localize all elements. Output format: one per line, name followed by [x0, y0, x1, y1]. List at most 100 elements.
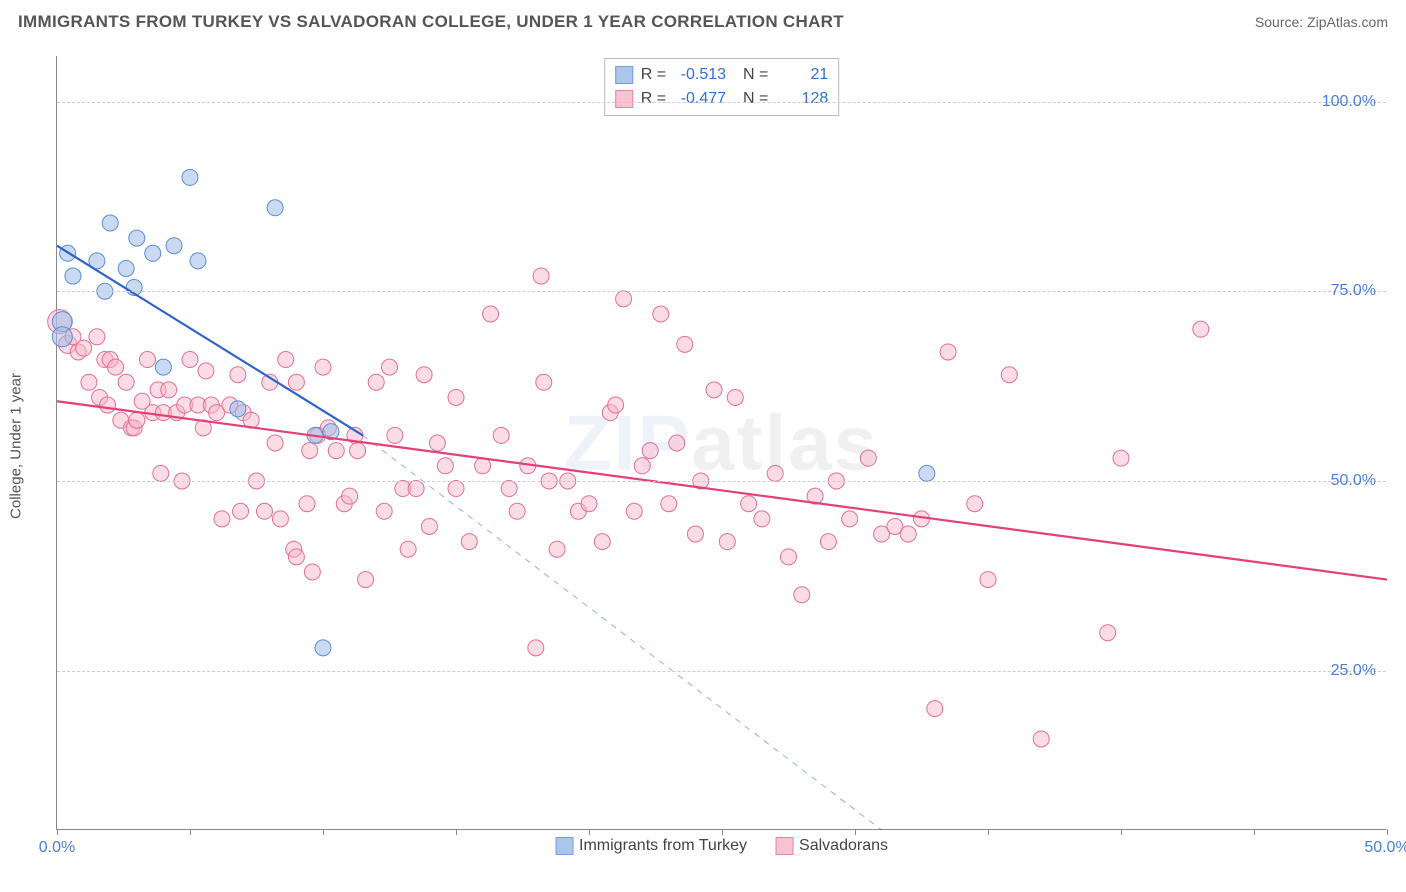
scatter-point-salvadoran: [820, 534, 836, 550]
n-value-turkey: 21: [774, 63, 828, 87]
scatter-point-salvadoran: [382, 359, 398, 375]
x-tick: [190, 829, 191, 835]
scatter-point-salvadoran: [594, 534, 610, 550]
scatter-point-salvadoran: [719, 534, 735, 550]
r-value-salvadoran: -0.477: [672, 87, 726, 111]
scatter-point-salvadoran: [214, 511, 230, 527]
scatter-point-salvadoran: [304, 564, 320, 580]
x-tick: [1387, 829, 1388, 835]
scatter-point-salvadoran: [626, 503, 642, 519]
scatter-point-salvadoran: [387, 427, 403, 443]
bottom-legend: Immigrants from Turkey Salvadorans: [555, 837, 888, 855]
chart-source: Source: ZipAtlas.com: [1255, 14, 1388, 30]
scatter-point-salvadoran: [528, 640, 544, 656]
scatter-point-salvadoran: [416, 367, 432, 383]
scatter-point-salvadoran: [448, 389, 464, 405]
scatter-point-salvadoran: [741, 496, 757, 512]
swatch-salvadoran: [615, 90, 633, 108]
scatter-point-turkey: [315, 640, 331, 656]
scatter-point-salvadoran: [153, 465, 169, 481]
gridline: [57, 291, 1386, 292]
scatter-point-salvadoran: [677, 336, 693, 352]
scatter-point-turkey: [182, 169, 198, 185]
scatter-point-salvadoran: [429, 435, 445, 451]
scatter-point-salvadoran: [842, 511, 858, 527]
r-label: R =: [641, 63, 666, 87]
scatter-point-turkey: [145, 245, 161, 261]
scatter-point-salvadoran: [288, 374, 304, 390]
r-value-turkey: -0.513: [672, 63, 726, 87]
scatter-point-salvadoran: [376, 503, 392, 519]
x-tick: [1121, 829, 1122, 835]
scatter-point-turkey: [267, 200, 283, 216]
legend-label-turkey: Immigrants from Turkey: [579, 837, 747, 855]
scatter-point-turkey: [52, 327, 72, 347]
x-tick: [1254, 829, 1255, 835]
scatter-point-turkey: [65, 268, 81, 284]
scatter-point-salvadoran: [860, 450, 876, 466]
scatter-point-salvadoran: [81, 374, 97, 390]
gridline: [57, 102, 1386, 103]
n-label: N =: [734, 63, 768, 87]
x-tick: [57, 829, 58, 835]
scatter-point-salvadoran: [129, 412, 145, 428]
x-tick: [589, 829, 590, 835]
scatter-point-salvadoran: [118, 374, 134, 390]
scatter-point-salvadoran: [315, 359, 331, 375]
scatter-point-salvadoran: [437, 458, 453, 474]
scatter-point-salvadoran: [182, 352, 198, 368]
scatter-point-salvadoran: [754, 511, 770, 527]
n-value-salvadoran: 128: [774, 87, 828, 111]
source-prefix: Source:: [1255, 14, 1307, 30]
scatter-point-salvadoran: [549, 541, 565, 557]
scatter-point-salvadoran: [350, 443, 366, 459]
scatter-point-salvadoran: [421, 518, 437, 534]
scatter-point-salvadoran: [198, 363, 214, 379]
scatter-point-salvadoran: [794, 587, 810, 603]
scatter-point-salvadoran: [687, 526, 703, 542]
scatter-point-salvadoran: [706, 382, 722, 398]
scatter-point-salvadoran: [727, 389, 743, 405]
scatter-point-salvadoran: [76, 340, 92, 356]
legend-item-turkey: Immigrants from Turkey: [555, 837, 747, 855]
scatter-point-salvadoran: [483, 306, 499, 322]
gridline: [57, 671, 1386, 672]
r-label: R =: [641, 87, 666, 111]
scatter-point-salvadoran: [302, 443, 318, 459]
scatter-point-turkey: [102, 215, 118, 231]
scatter-point-salvadoran: [256, 503, 272, 519]
scatter-point-salvadoran: [781, 549, 797, 565]
scatter-point-salvadoran: [448, 481, 464, 497]
scatter-point-salvadoran: [358, 572, 374, 588]
scatter-point-turkey: [166, 238, 182, 254]
scatter-point-salvadoran: [1113, 450, 1129, 466]
scatter-point-turkey: [919, 465, 935, 481]
scatter-point-salvadoran: [642, 443, 658, 459]
scatter-point-salvadoran: [272, 511, 288, 527]
scatter-point-salvadoran: [608, 397, 624, 413]
y-tick-label: 100.0%: [1322, 93, 1376, 111]
x-tick: [456, 829, 457, 835]
stats-row-salvadoran: R = -0.477 N = 128: [615, 87, 829, 111]
scatter-point-turkey: [230, 401, 246, 417]
scatter-point-salvadoran: [408, 481, 424, 497]
trend-line-dashed-turkey: [363, 435, 882, 830]
scatter-point-turkey: [129, 230, 145, 246]
scatter-point-salvadoran: [1193, 321, 1209, 337]
scatter-point-salvadoran: [980, 572, 996, 588]
scatter-point-salvadoran: [278, 352, 294, 368]
scatter-point-salvadoran: [900, 526, 916, 542]
plot-area: ZIPatlas R = -0.513 N = 21 R = -0.477 N …: [56, 56, 1386, 830]
scatter-point-salvadoran: [1033, 731, 1049, 747]
scatter-point-salvadoran: [616, 291, 632, 307]
scatter-point-salvadoran: [927, 701, 943, 717]
stats-row-turkey: R = -0.513 N = 21: [615, 63, 829, 87]
scatter-point-salvadoran: [767, 465, 783, 481]
scatter-point-salvadoran: [161, 382, 177, 398]
x-tick-label: 50.0%: [1364, 839, 1406, 857]
y-tick-label: 25.0%: [1331, 662, 1376, 680]
scatter-point-salvadoran: [533, 268, 549, 284]
legend-item-salvadoran: Salvadorans: [775, 837, 888, 855]
scatter-point-salvadoran: [89, 329, 105, 345]
chart-title: IMMIGRANTS FROM TURKEY VS SALVADORAN COL…: [18, 12, 844, 32]
